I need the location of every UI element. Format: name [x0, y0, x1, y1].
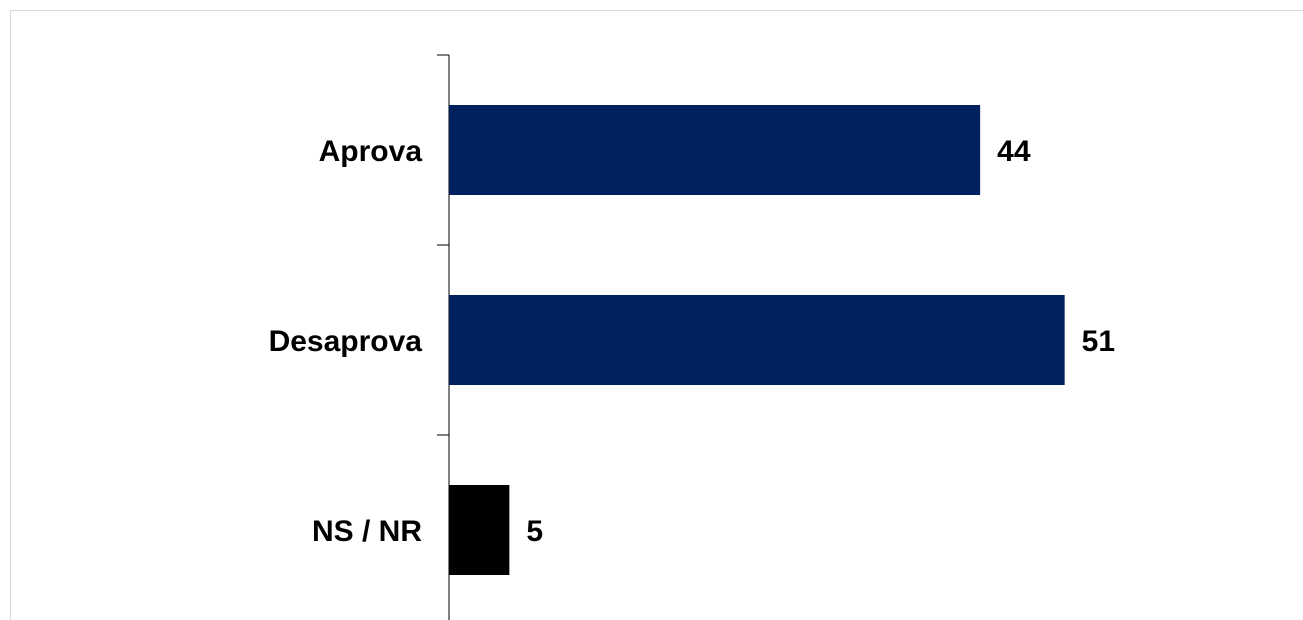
category-label: NS / NR: [312, 515, 422, 548]
bar: [449, 485, 510, 575]
value-label: 5: [526, 515, 543, 548]
category-label: Aprova: [319, 135, 423, 168]
value-label: 44: [997, 135, 1031, 168]
bar: [449, 105, 981, 195]
value-label: 51: [1082, 325, 1115, 358]
chart-frame: [10, 10, 1303, 620]
bar: [449, 295, 1065, 385]
category-label: Desaprova: [269, 325, 423, 358]
